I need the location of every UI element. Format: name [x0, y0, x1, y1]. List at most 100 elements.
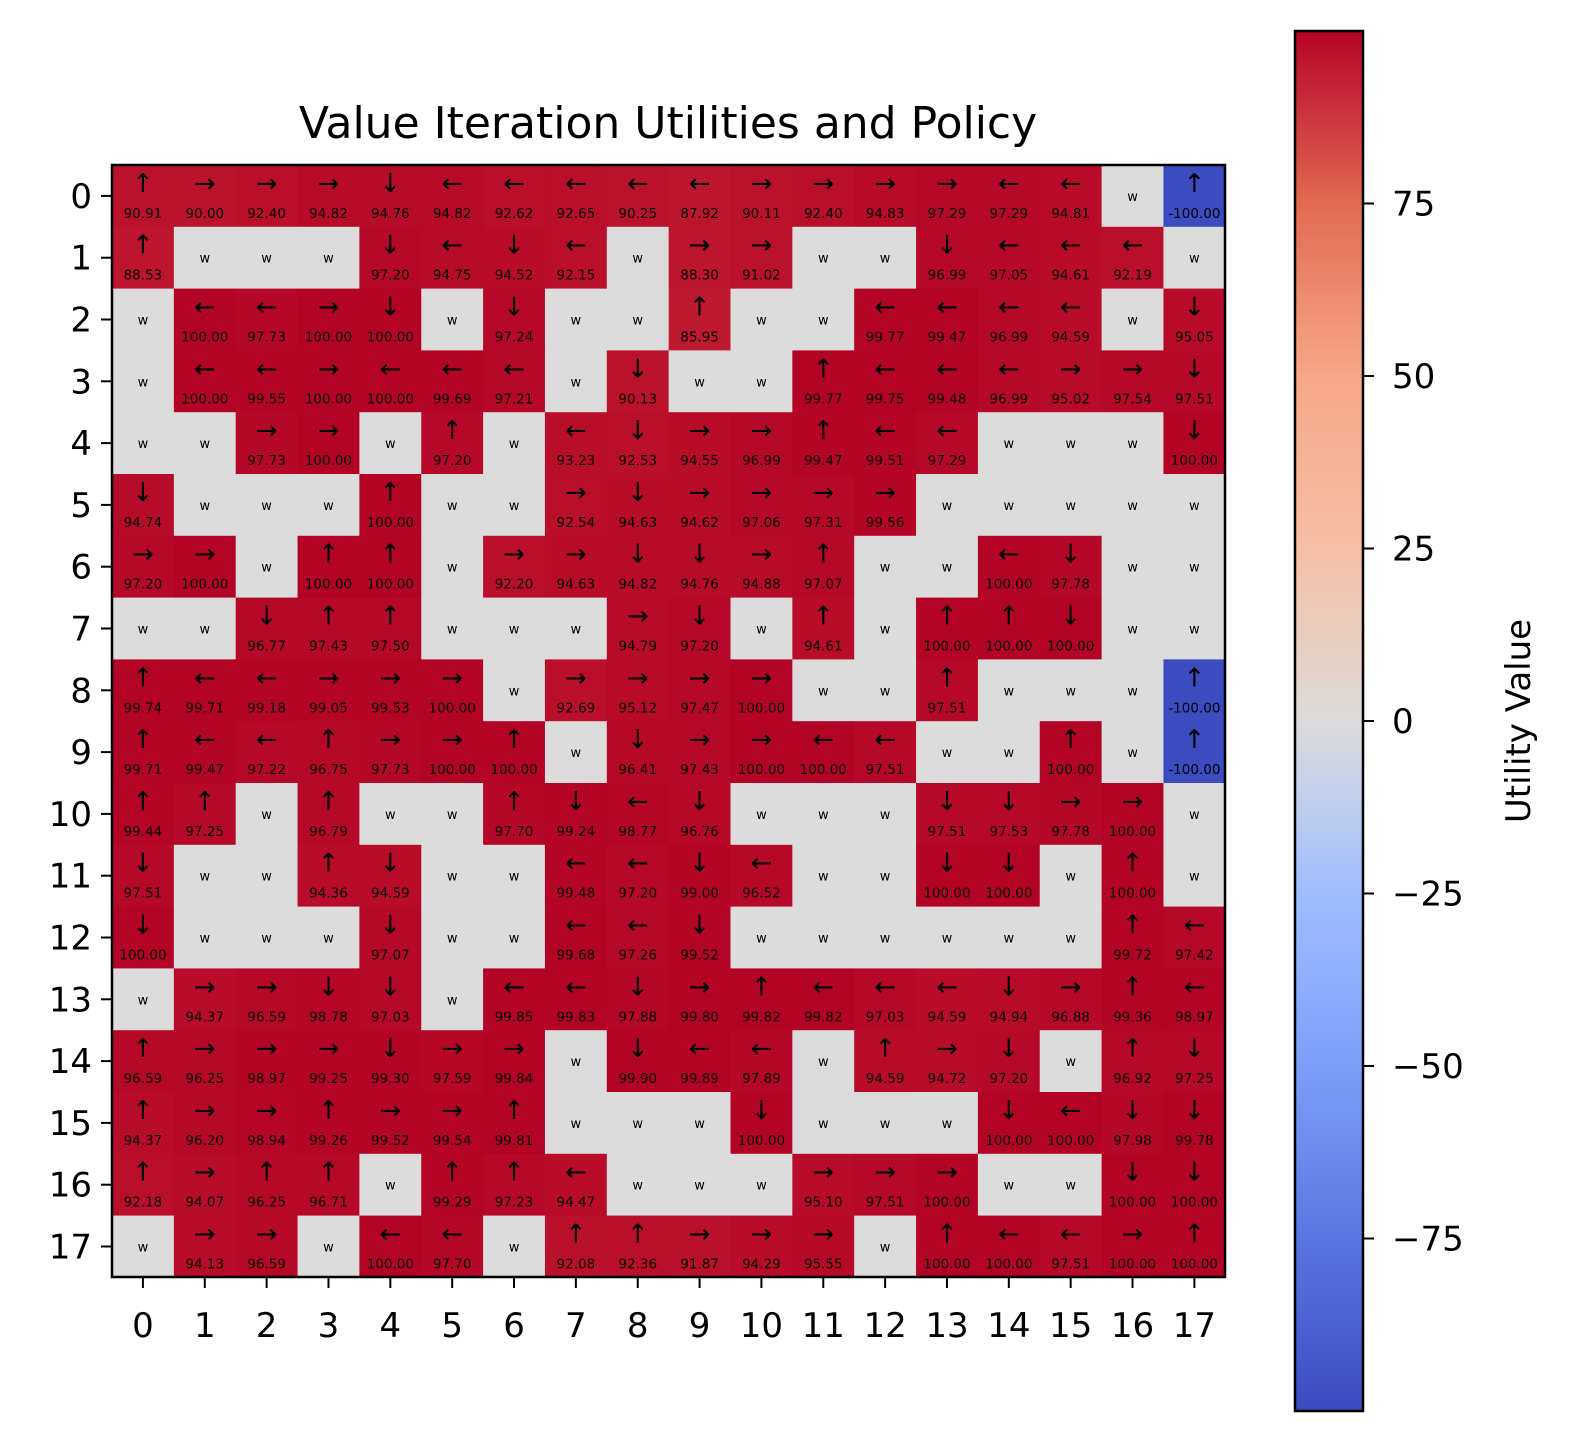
policy-arrow: → — [318, 1034, 340, 1064]
policy-arrow: ↑ — [132, 1034, 154, 1064]
value-cell-fill — [297, 1030, 360, 1093]
utility-value-label: 100.00 — [923, 1195, 970, 1211]
policy-arrow: ↓ — [689, 787, 711, 817]
wall-label: w — [447, 561, 458, 576]
policy-arrow: → — [751, 725, 773, 755]
value-cell-fill — [854, 165, 917, 228]
grid-cell: w — [730, 1153, 793, 1217]
grid-cell: w — [173, 597, 237, 660]
value-cell-fill — [977, 226, 1041, 290]
utility-value-label: 100.00 — [305, 577, 352, 593]
wall-cell-fill — [1039, 474, 1103, 537]
grid-cell: → 97.78 — [1039, 783, 1103, 846]
grid-cell: → 99.54 — [421, 1092, 484, 1155]
value-cell-fill — [1039, 721, 1103, 784]
wall-cell-fill — [297, 474, 360, 537]
x-tick-label: 2 — [256, 1306, 278, 1346]
grid-cell: ← 99.85 — [483, 968, 546, 1031]
policy-arrow: ← — [812, 972, 834, 1002]
wall-label: w — [199, 437, 210, 452]
utility-value-label: 99.48 — [557, 886, 596, 902]
grid-cell: ← 97.51 — [1039, 1215, 1103, 1278]
y-tick-label: 17 — [49, 1228, 92, 1268]
grid-cell: w — [421, 783, 484, 846]
grid-cell: w — [544, 721, 608, 784]
policy-arrow: ← — [998, 293, 1020, 323]
grid-cell: ↓ 99.24 — [544, 783, 608, 846]
grid-cell: ← 98.77 — [606, 783, 670, 846]
value-cell-fill — [1163, 1030, 1226, 1093]
policy-arrow: ↑ — [503, 1096, 525, 1126]
policy-arrow: → — [689, 725, 711, 755]
utility-value-label: 87.92 — [680, 206, 719, 222]
policy-arrow: ← — [565, 972, 587, 1002]
grid-cell: → 94.88 — [730, 535, 793, 599]
grid-cell: ↑ 99.71 — [112, 721, 175, 784]
utility-value-label: 96.59 — [247, 1009, 286, 1025]
grid-cell: w — [421, 844, 484, 908]
utility-value-label: 97.20 — [124, 577, 163, 593]
value-cell-fill — [916, 783, 979, 846]
grid-cell: ← 87.92 — [668, 165, 732, 228]
wall-label: w — [880, 1117, 891, 1132]
utility-value-label: 99.68 — [557, 948, 596, 964]
wall-label: w — [509, 870, 520, 885]
policy-arrow: → — [936, 169, 958, 199]
utility-value-label: 97.51 — [866, 762, 905, 778]
wall-label: w — [1189, 870, 1200, 885]
value-cell-fill — [421, 659, 484, 722]
grid-cell: w — [792, 844, 855, 908]
policy-arrow: → — [689, 416, 711, 446]
wall-label: w — [632, 252, 643, 267]
value-cell-fill — [112, 1092, 175, 1155]
wall-label: w — [509, 1241, 520, 1256]
policy-arrow: ← — [874, 416, 896, 446]
wall-cell-fill — [606, 1153, 670, 1217]
grid-cell: → 94.07 — [173, 1153, 237, 1217]
utility-value-label: 94.59 — [1051, 330, 1090, 346]
policy-arrow: ↓ — [379, 231, 401, 261]
grid-cell: ↑ 100.00 — [359, 535, 422, 599]
wall-label: w — [1127, 623, 1138, 638]
wall-label: w — [261, 932, 272, 947]
utility-value-label: 94.36 — [309, 886, 348, 902]
grid-cell: w — [483, 844, 546, 908]
value-cell-fill — [173, 721, 237, 784]
utility-value-label: 96.99 — [989, 391, 1028, 407]
wall-cell-fill — [544, 350, 608, 413]
grid-cell: → 92.40 — [792, 165, 855, 228]
wall-cell-fill — [421, 597, 484, 660]
policy-arrow: → — [812, 478, 834, 508]
grid-cell: ↑ 100.00 — [1039, 721, 1103, 784]
utility-value-label: 99.25 — [309, 1071, 348, 1087]
value-cell-fill — [668, 1215, 732, 1278]
policy-arrow: ← — [379, 1220, 401, 1250]
wall-cell-fill — [235, 783, 299, 846]
policy-arrow: ← — [627, 911, 649, 941]
grid-cell: ↓ 96.99 — [916, 226, 979, 290]
policy-arrow: ← — [503, 354, 525, 384]
wall-cell-fill — [1039, 906, 1103, 969]
utility-value-label: 99.89 — [680, 1071, 719, 1087]
wall-label: w — [447, 993, 458, 1008]
policy-arrow: ↑ — [1183, 663, 1205, 693]
utility-value-label: 90.91 — [124, 206, 163, 222]
grid-cell: → 99.56 — [854, 474, 917, 537]
utility-value-label: 94.07 — [185, 1195, 224, 1211]
policy-arrow: ↓ — [503, 293, 525, 323]
policy-arrow: → — [441, 725, 463, 755]
grid-cell: ← 99.75 — [854, 350, 917, 413]
wall-label: w — [880, 1241, 891, 1256]
wall-label: w — [818, 870, 829, 885]
grid-cell: ↑ 100.00 — [359, 474, 422, 537]
grid-cell: ↑ 99.36 — [1101, 968, 1165, 1031]
grid-cell: w — [668, 1153, 732, 1217]
wall-label: w — [1004, 1179, 1015, 1194]
grid-cell: w — [1163, 474, 1226, 537]
utility-value-label: 99.44 — [124, 824, 163, 840]
utility-value-label: -100.00 — [1168, 762, 1220, 778]
grid-cell: w — [730, 783, 793, 846]
value-cell-fill — [112, 226, 175, 290]
policy-arrow: ↑ — [689, 293, 711, 323]
grid-cell: w — [792, 1092, 855, 1155]
